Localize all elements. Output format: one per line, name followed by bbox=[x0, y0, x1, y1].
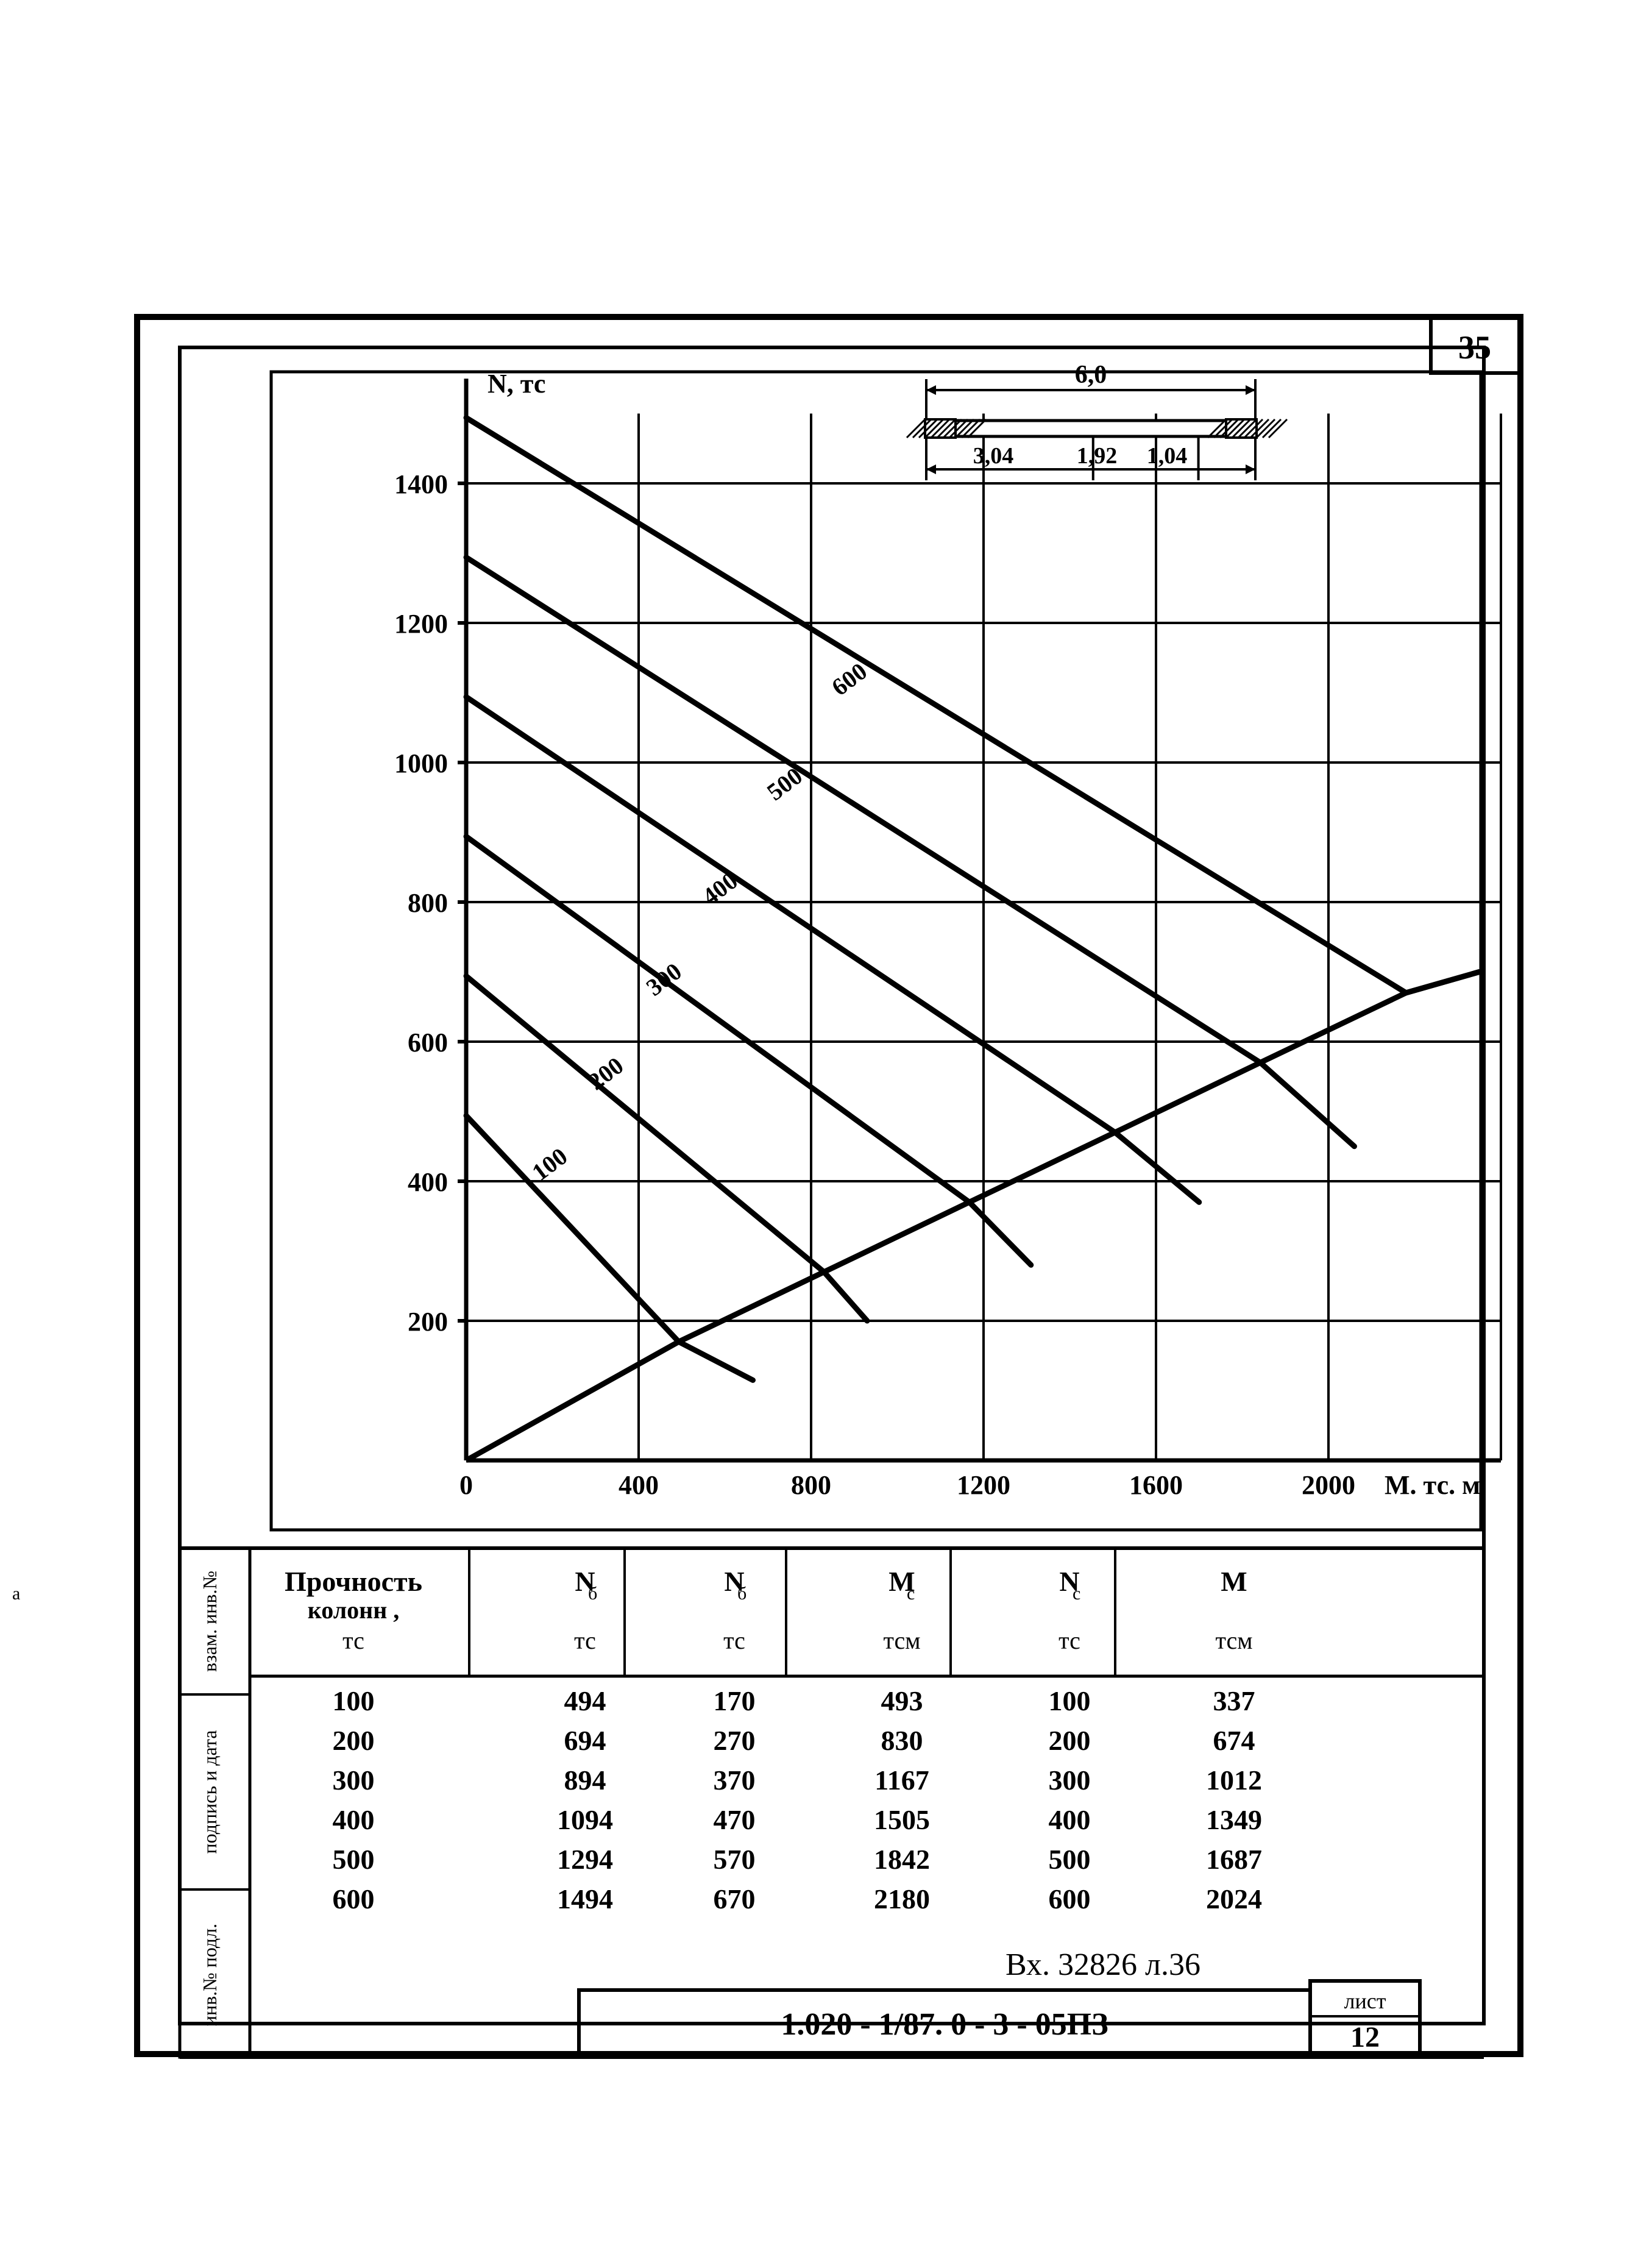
table-cell: 100 bbox=[333, 1685, 375, 1716]
table-cell: 1505 bbox=[874, 1804, 930, 1835]
chart-series bbox=[466, 836, 1031, 1265]
sheet-label: лист bbox=[1344, 1989, 1386, 2013]
table-cell: 493 bbox=[881, 1685, 923, 1716]
chart-series bbox=[466, 697, 1199, 1202]
table-cell: 200 bbox=[333, 1725, 375, 1756]
chart-panel bbox=[271, 372, 1481, 1530]
x-axis-label: М. тс. м bbox=[1385, 1470, 1480, 1500]
table-cell: 300 bbox=[1049, 1765, 1091, 1796]
inner-frame bbox=[180, 347, 1484, 2024]
table-cell: 270 bbox=[714, 1725, 756, 1756]
table-cell: 500 bbox=[333, 1844, 375, 1875]
table-header-sub: б bbox=[737, 1584, 746, 1604]
y-tick-label: 1200 bbox=[394, 609, 448, 639]
table-header-unit: тс bbox=[723, 1627, 745, 1654]
table-header-unit: тсм bbox=[1215, 1627, 1252, 1654]
table-header-sub: с bbox=[907, 1584, 915, 1604]
table-cell: 570 bbox=[714, 1844, 756, 1875]
x-tick-label: 0 bbox=[459, 1470, 473, 1500]
side-label: взам. инв.№ bbox=[199, 1571, 221, 1672]
x-tick-label: 400 bbox=[619, 1470, 659, 1500]
table-header-sub: с bbox=[1073, 1584, 1080, 1604]
table-cell: 670 bbox=[714, 1883, 756, 1914]
y-tick-label: 200 bbox=[408, 1307, 448, 1337]
page-number: 35 bbox=[1458, 329, 1491, 366]
chart-series bbox=[466, 557, 1354, 1146]
table-cell: 494 bbox=[564, 1685, 606, 1716]
table-header-sub: б bbox=[588, 1584, 597, 1604]
table-cell: 2180 bbox=[874, 1883, 930, 1914]
table-cell: 200 bbox=[1049, 1725, 1091, 1756]
dim-arrow bbox=[1246, 464, 1255, 474]
table-cell: 830 bbox=[881, 1725, 923, 1756]
table-header-unit: тс bbox=[574, 1627, 596, 1654]
side-label: подпись и дата bbox=[199, 1730, 221, 1854]
dim-seg: 3,04 bbox=[973, 443, 1014, 469]
series-label: 100 bbox=[527, 1142, 572, 1186]
table-header-unit: тсм bbox=[883, 1627, 920, 1654]
dim-arrow bbox=[926, 464, 936, 474]
table-cell: 2024 bbox=[1206, 1883, 1262, 1914]
table-cell: 370 bbox=[714, 1765, 756, 1796]
table-cell: 400 bbox=[1049, 1804, 1091, 1835]
table-cell: 1687 bbox=[1206, 1844, 1262, 1875]
x-tick-label: 1600 bbox=[1129, 1470, 1183, 1500]
table-cell: 100 bbox=[1049, 1685, 1091, 1716]
table-cell: 694 bbox=[564, 1725, 606, 1756]
y-tick-label: 1000 bbox=[394, 748, 448, 778]
dim-arrow bbox=[926, 385, 936, 395]
table-cell: 300 bbox=[333, 1765, 375, 1796]
table-cell: 600 bbox=[1049, 1883, 1091, 1914]
table-cell: 674 bbox=[1213, 1725, 1255, 1756]
table-cell: 1012 bbox=[1206, 1765, 1262, 1796]
table-header-unit: тс bbox=[342, 1627, 364, 1654]
series-label: 200 bbox=[583, 1051, 628, 1095]
table-cell: 1294 bbox=[557, 1844, 613, 1875]
handwriting: Вх. 32826 л.36 bbox=[1005, 1947, 1200, 1982]
table-cell: 1349 bbox=[1206, 1804, 1262, 1835]
table-header-sub: a bbox=[12, 1584, 20, 1604]
table-header: колонн , bbox=[308, 1596, 400, 1624]
table-cell: 1494 bbox=[557, 1883, 613, 1914]
table-header: M bbox=[1221, 1566, 1247, 1597]
table-cell: 400 bbox=[333, 1804, 375, 1835]
dim-seg: 1,92 bbox=[1077, 443, 1118, 469]
y-tick-label: 600 bbox=[408, 1028, 448, 1058]
y-tick-label: 400 bbox=[408, 1167, 448, 1197]
table-cell: 337 bbox=[1213, 1685, 1255, 1716]
dim-seg: 1,04 bbox=[1147, 443, 1188, 469]
sheet-number: 12 bbox=[1350, 2021, 1380, 2053]
table-cell: 170 bbox=[714, 1685, 756, 1716]
chart-series bbox=[466, 1115, 753, 1380]
y-axis-label: N, тс bbox=[488, 369, 545, 399]
dim-arrow bbox=[1246, 385, 1255, 395]
side-label: инв.№ подл. bbox=[199, 1924, 221, 2026]
table-header: Прочность bbox=[285, 1566, 422, 1597]
table-cell: 500 bbox=[1049, 1844, 1091, 1875]
table-cell: 1842 bbox=[874, 1844, 930, 1875]
table-header-box bbox=[250, 1548, 1484, 1676]
table-cell: 1094 bbox=[557, 1804, 613, 1835]
y-tick-label: 1400 bbox=[394, 469, 448, 499]
dim-total: 6,0 bbox=[1075, 361, 1107, 389]
x-tick-label: 800 bbox=[791, 1470, 831, 1500]
table-cell: 470 bbox=[714, 1804, 756, 1835]
series-label: 400 bbox=[697, 867, 743, 911]
y-tick-label: 800 bbox=[408, 888, 448, 918]
chart-series bbox=[466, 976, 867, 1321]
table-header-unit: тс bbox=[1059, 1627, 1080, 1654]
drawing-code: 1.020 - 1/87. 0 - 3 - 05ПЗ bbox=[781, 2007, 1108, 2042]
table-cell: 894 bbox=[564, 1765, 606, 1796]
table-cell: 1167 bbox=[874, 1765, 929, 1796]
x-tick-label: 1200 bbox=[957, 1470, 1010, 1500]
table-cell: 600 bbox=[333, 1883, 375, 1914]
x-tick-label: 2000 bbox=[1302, 1470, 1355, 1500]
